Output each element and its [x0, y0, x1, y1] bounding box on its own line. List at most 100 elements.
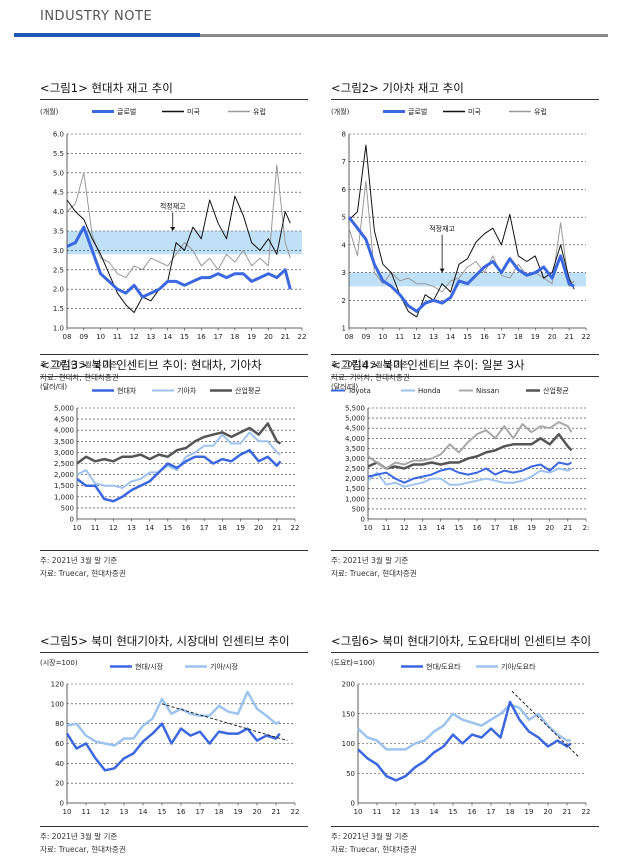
x-tick-label: 15	[158, 808, 167, 816]
figure-3-chart: 0 500 1,000 1,500 2,000 2,500 3,000 3,500 4,000 4…	[40, 382, 300, 532]
series-line-3	[76, 422, 282, 465]
y-tick-label: 1,500	[54, 482, 74, 490]
x-tick-label: 22	[291, 524, 300, 532]
series-line-2	[66, 195, 291, 313]
figure-5-chart: 0 20 40 60 80 100 120 10 11 12 13 14 15 16 17 18 19 20 21 2…	[40, 658, 299, 816]
legend-label: 산업평균	[235, 386, 261, 395]
y-tick-label: 2.5	[53, 266, 64, 274]
x-tick-label: 17	[196, 808, 205, 816]
x-tick-label: 10	[63, 808, 72, 816]
figure-note: 주: 2021년 3월 말 기준	[331, 556, 409, 565]
header-rule-bar	[200, 34, 608, 37]
y-tick-label: 1,500	[345, 485, 365, 493]
series-line-1	[357, 700, 572, 782]
y-tick-label: 2,000	[54, 471, 74, 479]
figure-6-chart: 0 50 100 150 200 10 11 12 13 14 15 16 17 18 19 20 21 22 (도…	[331, 658, 591, 816]
x-tick-label: 16	[473, 524, 482, 532]
annotation-label: 적정재고	[160, 202, 186, 211]
y-tick-label: 8	[342, 131, 346, 139]
series-line-1	[65, 722, 281, 772]
title-rule	[331, 99, 599, 100]
figure-note: 주: 2021년 3월 말 기준	[40, 360, 118, 369]
x-tick-label: 21	[281, 333, 290, 341]
x-tick-label: 20	[253, 808, 262, 816]
x-tick-label: 08	[345, 333, 354, 341]
x-tick-label: 20	[548, 333, 557, 341]
series-line-1	[66, 225, 292, 299]
x-tick-label: 12	[101, 808, 110, 816]
figure-note: 주: 2021년 2월 말 기준	[331, 360, 409, 369]
series-line-2	[367, 467, 572, 488]
series-line-3	[348, 180, 575, 293]
y-tick-label: 2,500	[345, 465, 365, 473]
x-tick-label: 17	[487, 808, 496, 816]
y-tick-label: 100	[51, 700, 64, 708]
x-tick-label: 19	[525, 808, 534, 816]
title-rule	[331, 652, 599, 653]
legend-label: 산업평균	[543, 386, 569, 395]
x-tick-label: 16	[480, 333, 489, 341]
x-tick-label: 13	[120, 808, 129, 816]
x-tick-label: 20	[545, 524, 554, 532]
y-tick-label: 2,000	[345, 475, 365, 483]
figure-title: <그림1> 현대차 재고 추이	[40, 81, 173, 95]
x-tick-label: 20	[254, 524, 263, 532]
y-tick-label: 3.5	[53, 228, 64, 236]
x-tick-label: 2:	[583, 524, 590, 532]
y-tick-label: 150	[342, 710, 355, 718]
x-tick-label: 16	[468, 808, 477, 816]
legend-label: Honda	[418, 387, 441, 395]
x-tick-label: 13	[127, 524, 136, 532]
x-tick-label: 09	[79, 333, 88, 341]
y-tick-label: 4,000	[345, 435, 365, 443]
x-tick-label: 12	[392, 808, 401, 816]
y-tick-label: 100	[342, 740, 355, 748]
unit-label: (시장=100)	[40, 658, 78, 667]
x-tick-label: 10	[96, 333, 105, 341]
series-line-3	[66, 164, 291, 279]
series-line-3	[367, 421, 573, 470]
y-tick-label: 40	[55, 760, 64, 768]
footer-rule	[331, 550, 599, 551]
y-tick-label: 50	[346, 770, 355, 778]
x-tick-label: 20	[544, 808, 553, 816]
y-tick-label: 20	[55, 780, 64, 788]
x-tick-label: 17	[200, 524, 209, 532]
figure-1-chart: 1.0 1.5 2.0 2.5 3.0 3.5 4.0 4.5 5.0 5.5 6.0 08 09 10 1…	[40, 107, 306, 341]
x-tick-label: 19	[234, 808, 243, 816]
y-tick-label: 5,500	[345, 405, 365, 413]
legend-label: 유럽	[534, 107, 547, 116]
x-tick-label: 13	[429, 333, 438, 341]
x-tick-label: 13	[146, 333, 155, 341]
annotation-arrow-head	[170, 227, 176, 231]
series-line-2	[357, 703, 571, 751]
x-tick-label: 22	[582, 333, 591, 341]
y-tick-label: 3,500	[54, 438, 74, 446]
x-tick-label: 18	[509, 524, 518, 532]
x-tick-label: 14	[436, 524, 445, 532]
header-title: INDUSTRY NOTE	[40, 9, 153, 24]
figure-note: 주: 2021년 3월 말 기준	[40, 832, 118, 841]
x-tick-label: 11	[382, 524, 391, 532]
x-tick-label: 22	[582, 808, 591, 816]
y-tick-label: 0	[351, 800, 355, 808]
y-tick-label: 2.0	[53, 286, 64, 294]
y-tick-label: 0	[70, 516, 74, 524]
x-tick-label: 19	[527, 524, 536, 532]
unit-label: (개월)	[331, 107, 350, 116]
x-tick-label: 19	[236, 524, 245, 532]
figure-title: <그림2> 기아차 재고 추이	[331, 81, 464, 95]
x-tick-label: 12	[130, 333, 139, 341]
x-tick-label: 15	[449, 808, 458, 816]
footer-rule	[331, 354, 599, 355]
figure-title: <그림3> 북미 인센티브 추이: 현대차, 기아차	[40, 358, 262, 372]
x-tick-label: 11	[373, 808, 382, 816]
x-tick-label: 18	[218, 524, 227, 532]
legend-label: 현대/도요타	[426, 662, 461, 671]
x-tick-label: 18	[215, 808, 224, 816]
page-header: INDUSTRY NOTE	[0, 0, 622, 40]
y-tick-label: 5,000	[345, 415, 365, 423]
figure-note: 주: 2021년 3월 말 기준	[40, 556, 118, 565]
x-tick-label: 12	[412, 333, 421, 341]
